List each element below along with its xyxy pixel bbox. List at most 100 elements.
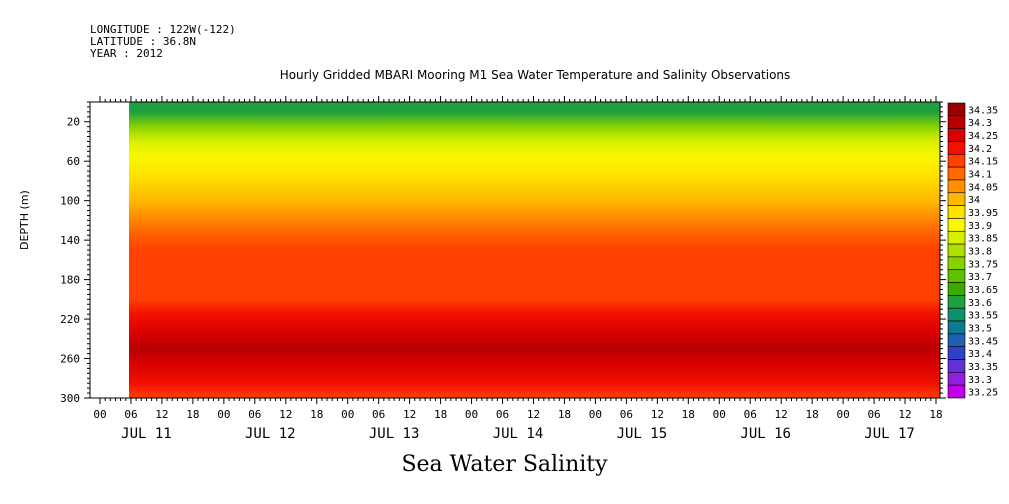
x-hour-label: 00 [836, 408, 849, 421]
colorbar-swatch [947, 269, 966, 283]
latitude-label: LATITUDE : 36.8N [90, 35, 196, 48]
colorbar-swatch [947, 372, 966, 386]
x-hour-label: 18 [186, 408, 199, 421]
x-hour-label: 06 [620, 408, 633, 421]
colorbar-swatch [947, 205, 966, 219]
chart-title: Hourly Gridded MBARI Mooring M1 Sea Wate… [279, 68, 791, 82]
colorbar-label: 33.8 [968, 247, 992, 258]
colorbar-swatch [947, 243, 966, 258]
y-tick-label: 20 [67, 116, 80, 129]
colorbar-swatch [947, 192, 966, 206]
x-axis: 00 06 12 18 00 06 12 18 00 06 12 18 00 06 12 18 00 06 12 18… [93, 96, 943, 442]
x-hour-label: 06 [124, 408, 137, 421]
colorbar-label: 33.4 [968, 349, 992, 360]
colorbar-swatch [947, 230, 966, 245]
colorbar-label: 34 [968, 195, 980, 206]
y-tick-label: 100 [60, 195, 80, 208]
longitude-label: LONGITUDE : 122W(-122) [90, 23, 236, 36]
colorbar-label: 34.1 [968, 170, 992, 181]
colorbar-label: 33.3 [968, 375, 992, 386]
colorbar-label: 33.85 [968, 234, 998, 245]
x-hour-label: 06 [867, 408, 880, 421]
colorbar-label: 33.5 [968, 323, 992, 334]
colorbar-label: 33.7 [968, 272, 992, 283]
colorbar-label: 33.95 [968, 208, 998, 219]
colorbar-label: 33.55 [968, 311, 998, 322]
colorbar-swatch [947, 295, 966, 309]
x-hour-label: 00 [713, 408, 726, 421]
x-day-label: JUL 17 [864, 426, 915, 442]
salinity-field [129, 102, 940, 398]
colorbar-label: 34.2 [968, 144, 992, 155]
colorbar-label: 34.15 [968, 157, 998, 168]
x-hour-label: 18 [558, 408, 571, 421]
x-hour-label: 12 [527, 408, 540, 421]
x-hour-label: 00 [465, 408, 478, 421]
colorbar-label: 33.9 [968, 221, 992, 232]
colorbar-swatch [947, 359, 966, 373]
colorbar-swatch [947, 320, 966, 335]
colorbar-label: 33.75 [968, 259, 998, 270]
x-day-label: JUL 16 [740, 426, 791, 442]
x-hour-label: 00 [93, 408, 106, 421]
x-hour-label: 00 [217, 408, 230, 421]
y-tick-label: 260 [60, 353, 80, 366]
colorbar-label: 33.6 [968, 298, 992, 309]
colorbar-swatch [947, 333, 966, 347]
plot-area [89, 101, 941, 399]
x-hour-label: 00 [341, 408, 354, 421]
x-hour-label: 06 [248, 408, 261, 421]
colorbar-label: 34.35 [968, 105, 998, 116]
x-hour-label: 12 [279, 408, 292, 421]
colorbar-label: 34.05 [968, 182, 998, 193]
colorbar-label: 33.25 [968, 388, 998, 399]
x-hour-label: 18 [682, 408, 695, 421]
x-hour-label: 00 [589, 408, 602, 421]
x-hour-label: 06 [744, 408, 757, 421]
x-hour-label: 12 [403, 408, 416, 421]
x-day-label: JUL 15 [617, 426, 668, 442]
colorbar-label: 34.3 [968, 118, 992, 129]
colorbar-label: 33.35 [968, 362, 998, 373]
colorbar-swatch [947, 218, 966, 232]
colorbar-swatch [947, 307, 966, 322]
x-hour-label: 18 [806, 408, 819, 421]
x-day-label: JUL 14 [493, 426, 544, 442]
y-tick-label: 220 [60, 313, 80, 326]
x-hour-label: 06 [372, 408, 385, 421]
y-tick-label: 60 [67, 155, 80, 168]
colorbar-swatch [947, 128, 966, 142]
x-day-label: JUL 12 [245, 426, 296, 442]
x-hour-label: 12 [155, 408, 168, 421]
x-hour-label: 06 [496, 408, 509, 421]
variable-title: Sea Water Salinity [401, 452, 608, 477]
colorbar-swatch [947, 154, 966, 168]
x-hour-label: 12 [775, 408, 788, 421]
y-tick-label: 300 [60, 392, 80, 405]
x-day-label: JUL 11 [121, 426, 172, 442]
colorbar-label: 34.25 [968, 131, 998, 142]
colorbar-swatch [947, 256, 966, 271]
colorbar-swatch [947, 102, 966, 117]
x-hour-label: 18 [434, 408, 447, 421]
colorbar-label: 33.65 [968, 285, 998, 296]
colorbar-swatch [947, 282, 966, 296]
x-hour-label: 18 [310, 408, 323, 421]
colorbar: 34.35 34.3 34.25 34.2 34.15 34.134.05 34 33.95 3… [947, 102, 998, 399]
x-hour-label: 12 [898, 408, 911, 421]
colorbar-swatch [947, 179, 966, 194]
colorbar-swatch [947, 384, 966, 399]
colorbar-swatch [947, 346, 966, 360]
colorbar-swatch [947, 115, 966, 129]
x-day-label: JUL 13 [369, 426, 420, 442]
colorbar-swatch [947, 141, 966, 155]
y-tick-label: 180 [60, 274, 80, 287]
y-tick-label: 140 [60, 234, 80, 247]
year-label: YEAR : 2012 [90, 47, 163, 60]
y-axis: 20 60 100 140 180 220 260 300 [60, 101, 946, 405]
x-hour-label: 12 [651, 408, 664, 421]
colorbar-swatch [947, 166, 966, 181]
x-hour-label: 18 [929, 408, 942, 421]
colorbar-label: 33.45 [968, 336, 998, 347]
